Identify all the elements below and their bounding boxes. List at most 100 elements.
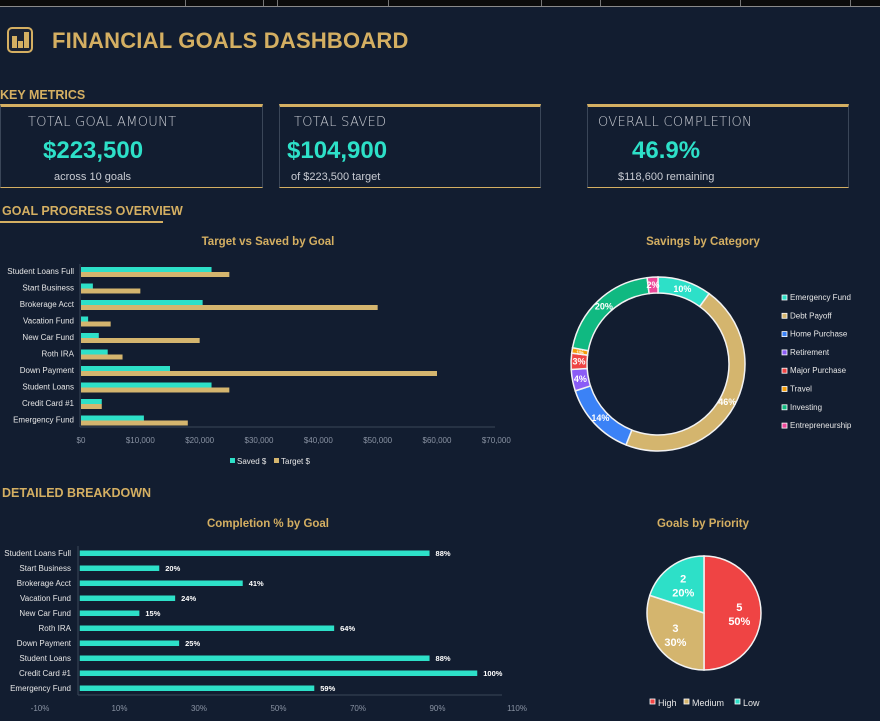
x-tick-label: $0 [77, 436, 86, 445]
metric-value: $223,500 [43, 137, 144, 164]
target-bar [81, 387, 230, 393]
pie-count-label: 2 [680, 573, 686, 585]
x-tick-label: $20,000 [185, 436, 214, 445]
metric-value: $104,900 [287, 137, 388, 164]
chart-title: Savings by Category [646, 236, 760, 248]
legend-label: Travel [790, 385, 812, 394]
bar-data-label: 88% [436, 654, 451, 663]
legend-swatch [781, 422, 788, 429]
completion-bar [79, 655, 430, 661]
bar-data-label: 20% [165, 564, 180, 573]
pie-slice [646, 594, 705, 671]
saved-bar [81, 333, 99, 338]
pie-count-label: 5 [736, 602, 742, 614]
category-label: Emergency Fund [13, 416, 74, 425]
saved-bar [81, 366, 170, 371]
bar-data-label: 25% [185, 639, 200, 648]
completion-bar [79, 625, 335, 631]
saved-bar [81, 300, 203, 305]
category-label: Down Payment [17, 639, 72, 648]
completion-bar [79, 670, 478, 676]
x-tick-label: -10% [31, 704, 50, 713]
legend-label: Low [743, 698, 760, 708]
legend-swatch [781, 331, 788, 338]
category-label: Student Loans Full [7, 267, 74, 276]
completion-bar [79, 565, 160, 571]
legend-swatch-saved [230, 458, 235, 463]
completion-bar [79, 595, 176, 601]
donut-data-label: 14% [591, 413, 609, 423]
saved-bar [81, 267, 212, 272]
saved-bar [81, 415, 144, 421]
bar-data-label: 24% [181, 594, 196, 603]
category-label: Credit Card #1 [19, 669, 72, 678]
category-label: Roth IRA [39, 624, 72, 633]
x-tick-label: $40,000 [304, 436, 333, 445]
saved-bar [81, 316, 89, 322]
legend-swatch [649, 698, 656, 705]
category-label: Credit Card #1 [22, 399, 75, 408]
donut-data-label: 46% [718, 397, 736, 407]
spreadsheet-header-strip [0, 0, 880, 7]
x-tick-label: 110% [507, 704, 527, 713]
target-bar [81, 305, 378, 310]
metric-label: TOTAL GOAL AMOUNT [28, 115, 177, 130]
donut-data-label: 20% [595, 301, 613, 311]
bar-chart-icon [7, 27, 33, 53]
legend-label-saved: Saved $ [237, 457, 267, 466]
legend-swatch [781, 312, 788, 319]
category-label: Vacation Fund [23, 317, 74, 326]
donut-data-label: 10% [673, 284, 691, 294]
saved-bar [81, 283, 93, 289]
section-key-metrics: KEY METRICS [0, 88, 86, 102]
pie-percent-label: 30% [664, 637, 686, 649]
legend-swatch [781, 294, 788, 301]
category-label: Student Loans Full [4, 549, 71, 558]
metric-card-total-saved: TOTAL SAVED $104,900 of $223,500 target [279, 104, 541, 188]
metric-sub: of $223,500 target [291, 171, 381, 183]
x-tick-label: 30% [191, 704, 207, 713]
donut-slice [646, 276, 659, 295]
category-label: Down Payment [20, 366, 75, 375]
legend-swatch [781, 367, 788, 374]
legend-swatch [734, 698, 741, 705]
legend-label-target: Target $ [281, 457, 310, 466]
target-bar [81, 354, 123, 360]
donut-data-label: 2% [647, 280, 660, 290]
x-tick-label: $30,000 [245, 436, 274, 445]
chart-title: Goals by Priority [657, 518, 750, 530]
completion-bar [79, 685, 315, 691]
page-title: FINANCIAL GOALS DASHBOARD [52, 28, 409, 53]
x-tick-label: $70,000 [482, 436, 511, 445]
legend-label: Major Purchase [790, 366, 847, 375]
pie-percent-label: 20% [672, 587, 694, 599]
completion-bar [79, 640, 180, 646]
x-tick-label: $50,000 [363, 436, 392, 445]
target-bar [81, 420, 188, 426]
x-tick-label: $10,000 [126, 436, 155, 445]
pie-count-label: 3 [672, 623, 678, 635]
x-tick-label: 90% [429, 704, 445, 713]
category-label: Start Business [19, 564, 71, 573]
x-tick-label: $60,000 [423, 436, 452, 445]
legend-label: Entrepreneurship [790, 421, 852, 430]
donut-data-label: 3% [573, 357, 586, 367]
x-tick-label: 50% [270, 704, 286, 713]
legend-label: High [658, 698, 677, 708]
metric-label: TOTAL SAVED [294, 115, 387, 130]
section-detailed-breakdown: DETAILED BREAKDOWN [2, 486, 152, 500]
chart-title: Completion % by Goal [207, 518, 329, 530]
pie-slice [648, 555, 705, 615]
legend-label: Home Purchase [790, 330, 848, 339]
metric-sub: $118,600 remaining [618, 171, 715, 183]
legend-label: Retirement [790, 348, 830, 357]
category-label: Student Loans [19, 654, 71, 663]
legend-swatch [781, 386, 788, 392]
metric-label: OVERALL COMPLETION [598, 115, 753, 130]
target-bar [81, 371, 437, 376]
saved-bar [81, 399, 102, 404]
legend-swatch [781, 349, 788, 356]
chart-title: Target vs Saved by Goal [202, 236, 335, 248]
section-underline [0, 221, 163, 223]
